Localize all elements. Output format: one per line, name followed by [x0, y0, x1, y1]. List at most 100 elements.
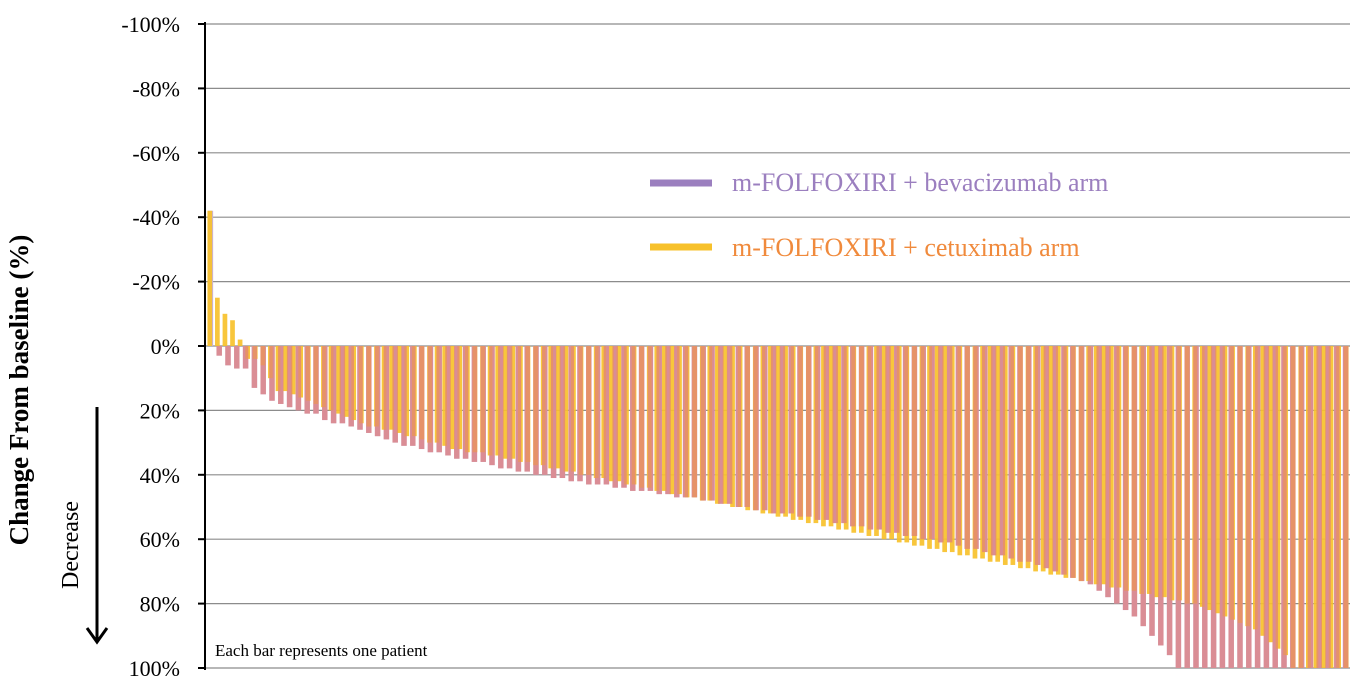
y-tick-label: 100% [129, 656, 180, 681]
bar [1166, 346, 1173, 656]
bar [1040, 346, 1046, 572]
bar [1219, 346, 1226, 668]
bar [524, 346, 530, 472]
bar [471, 346, 478, 462]
bar [770, 346, 777, 514]
bar [555, 346, 561, 469]
bar [841, 346, 847, 524]
bar [744, 346, 750, 507]
bar [828, 346, 834, 527]
bar [894, 346, 900, 533]
bar [616, 346, 622, 482]
bar [225, 346, 231, 366]
bar [559, 346, 566, 479]
bar [396, 346, 402, 433]
bar [510, 346, 516, 459]
bar [1215, 346, 1220, 614]
bar [1207, 346, 1213, 611]
bar [647, 346, 654, 491]
bar [1052, 346, 1058, 572]
bar [1149, 346, 1155, 636]
bar [343, 346, 349, 417]
bar [987, 346, 993, 562]
bar [1298, 346, 1305, 668]
bar [1122, 346, 1129, 611]
bar [920, 346, 926, 540]
bar [442, 346, 447, 446]
bar [832, 346, 838, 524]
bar [1175, 346, 1182, 668]
bar [1263, 346, 1270, 668]
bar [1087, 346, 1094, 585]
bar [1002, 346, 1008, 565]
bar [775, 346, 781, 517]
y-tick-labels: -100% -80% -60% -40% -20% 0% 20% 40% 60% 80% 100% [121, 12, 205, 681]
bar [207, 210, 213, 346]
bar [1290, 346, 1296, 668]
decrease-arrow-head [85, 627, 109, 645]
bar [542, 346, 548, 475]
bar [911, 346, 918, 536]
bar [715, 346, 720, 504]
bar [973, 346, 979, 549]
bar [682, 346, 689, 498]
bar [867, 346, 874, 530]
bar [234, 346, 240, 369]
bar [1017, 346, 1023, 562]
bar [436, 346, 442, 453]
bar [1321, 346, 1326, 668]
bar [674, 346, 680, 498]
bar [457, 346, 463, 450]
bar [1193, 346, 1199, 668]
bar [797, 346, 803, 517]
legend-label-bevacizumab: m-FOLFOXIRI + bevacizumab arm [732, 168, 1108, 197]
bar [902, 346, 909, 536]
bar [269, 346, 275, 401]
bar [1093, 346, 1099, 585]
bar [709, 346, 715, 501]
bar [1334, 346, 1340, 668]
y-tick-label: -100% [121, 12, 180, 37]
bar [392, 346, 398, 443]
bar [1070, 346, 1076, 578]
bar [753, 346, 759, 511]
bar [938, 346, 944, 543]
bar [1131, 346, 1138, 617]
bar [357, 346, 363, 430]
bar [603, 346, 610, 485]
bar [881, 346, 887, 540]
bar [251, 346, 258, 388]
y-tick-label: -60% [132, 141, 180, 166]
bar [586, 346, 592, 485]
bar [942, 346, 948, 553]
bar [295, 346, 302, 411]
bar [1328, 346, 1334, 668]
bar [876, 346, 882, 530]
bar [1078, 346, 1085, 582]
bar [275, 346, 281, 392]
y-tick-label: -20% [132, 270, 180, 295]
bar [662, 346, 667, 491]
bar [955, 346, 962, 546]
bar [621, 346, 627, 488]
bar [929, 346, 935, 540]
bar [462, 346, 469, 459]
bar [768, 346, 773, 514]
bar [1268, 346, 1273, 643]
bar [1313, 346, 1319, 668]
bar [1260, 346, 1266, 636]
bar [480, 346, 486, 462]
bar [322, 346, 328, 421]
bar [612, 346, 618, 488]
bar [1109, 346, 1114, 588]
bar [313, 346, 319, 414]
bar [1184, 346, 1190, 668]
bar [215, 297, 220, 346]
bar [290, 346, 296, 395]
bar [283, 346, 288, 392]
bar [638, 346, 645, 491]
bar [498, 346, 504, 469]
bar [594, 346, 601, 485]
bar-annotation: Each bar represents one patient [215, 641, 428, 660]
